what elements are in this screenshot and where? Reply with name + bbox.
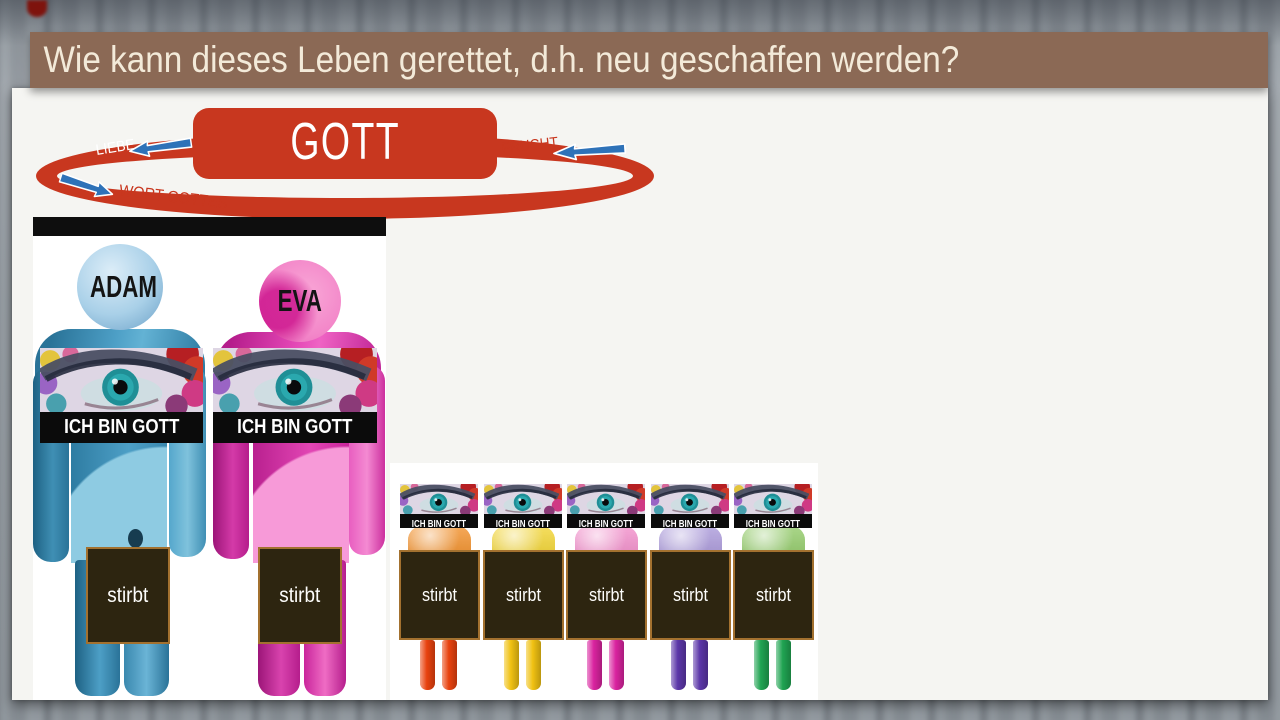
descendant-claim-band: ICH BIN GOTT: [651, 514, 729, 530]
descendant-eye-image: ICH BIN GOTT: [484, 484, 562, 530]
descendant-fate-box: stirbt: [733, 550, 814, 640]
adam-eva-panel: ADAM ICH BIN GOTT stirbt EVA: [33, 217, 386, 700]
descendant-claim-text: ICH BIN GOTT: [495, 519, 551, 530]
descendant-fate-box: stirbt: [650, 550, 731, 640]
descendant-figure: ICH BIN GOTT stirbt: [566, 463, 647, 700]
descendant-right-leg: [442, 640, 457, 690]
descendant-left-leg: [587, 640, 602, 690]
page-title: Wie kann dieses Leben gerettet, d.h. neu…: [43, 39, 960, 80]
descendant-figure: ICH BIN GOTT stirbt: [483, 463, 564, 700]
adam-head: ADAM: [77, 244, 163, 330]
eva-head: EVA: [259, 260, 341, 342]
adam-fate-label: stirbt: [107, 584, 149, 607]
descendant-fate-box: stirbt: [483, 550, 564, 640]
eva-fate-label: stirbt: [279, 584, 321, 607]
descendant-fate-label: stirbt: [755, 585, 792, 605]
eva-claim-text: ICH BIN GOTT: [237, 416, 353, 438]
background-red-blob: [27, 0, 47, 17]
descendant-eye-image: ICH BIN GOTT: [651, 484, 729, 530]
descendant-fate-label: stirbt: [672, 585, 709, 605]
descendant-claim-text: ICH BIN GOTT: [662, 519, 718, 530]
gott-box: GOTT: [193, 108, 497, 179]
descendant-eye-image: ICH BIN GOTT: [400, 484, 478, 530]
adam-navel-dot: [128, 529, 143, 548]
descendant-left-leg: [420, 640, 435, 690]
descendant-claim-band: ICH BIN GOTT: [567, 514, 645, 530]
descendant-fate-box: stirbt: [566, 550, 647, 640]
descendant-claim-band: ICH BIN GOTT: [484, 514, 562, 530]
eva-fate-box: stirbt: [258, 547, 342, 644]
descendant-fate-label: stirbt: [588, 585, 625, 605]
eva-claim-band: ICH BIN GOTT: [213, 412, 377, 443]
descendant-left-leg: [671, 640, 686, 690]
panel-top-bar: [33, 217, 386, 236]
descendants-panel: ICH BIN GOTT stirbt ICH BIN GOTT stirbt: [390, 463, 818, 700]
descendant-fate-label: stirbt: [505, 585, 542, 605]
descendant-claim-band: ICH BIN GOTT: [400, 514, 478, 530]
eva-name: EVA: [277, 283, 323, 318]
descendant-eye-image: ICH BIN GOTT: [734, 484, 812, 530]
descendant-figure: ICH BIN GOTT stirbt: [650, 463, 731, 700]
descendant-right-leg: [609, 640, 624, 690]
adam-claim-band: ICH BIN GOTT: [40, 412, 203, 443]
descendant-eye-image: ICH BIN GOTT: [567, 484, 645, 530]
adam-fate-box: stirbt: [86, 547, 170, 644]
adam-eye-image: ICH BIN GOTT: [40, 348, 203, 443]
descendant-figure: ICH BIN GOTT stirbt: [733, 463, 814, 700]
header-bar: Wie kann dieses Leben gerettet, d.h. neu…: [30, 32, 1268, 88]
descendant-fate-box: stirbt: [399, 550, 480, 640]
gott-label: GOTT: [290, 113, 400, 171]
descendant-claim-text: ICH BIN GOTT: [745, 519, 801, 530]
adam-name: ADAM: [90, 269, 157, 304]
descendant-right-leg: [693, 640, 708, 690]
descendant-figure: ICH BIN GOTT stirbt: [399, 463, 480, 700]
descendant-left-leg: [754, 640, 769, 690]
eva-eye-image: ICH BIN GOTT: [213, 348, 377, 443]
descendant-left-leg: [504, 640, 519, 690]
descendant-fate-label: stirbt: [421, 585, 458, 605]
descendant-claim-text: ICH BIN GOTT: [411, 519, 467, 530]
descendant-claim-text: ICH BIN GOTT: [578, 519, 634, 530]
descendant-right-leg: [776, 640, 791, 690]
adam-claim-text: ICH BIN GOTT: [63, 416, 180, 438]
descendant-claim-band: ICH BIN GOTT: [734, 514, 812, 530]
descendant-right-leg: [526, 640, 541, 690]
